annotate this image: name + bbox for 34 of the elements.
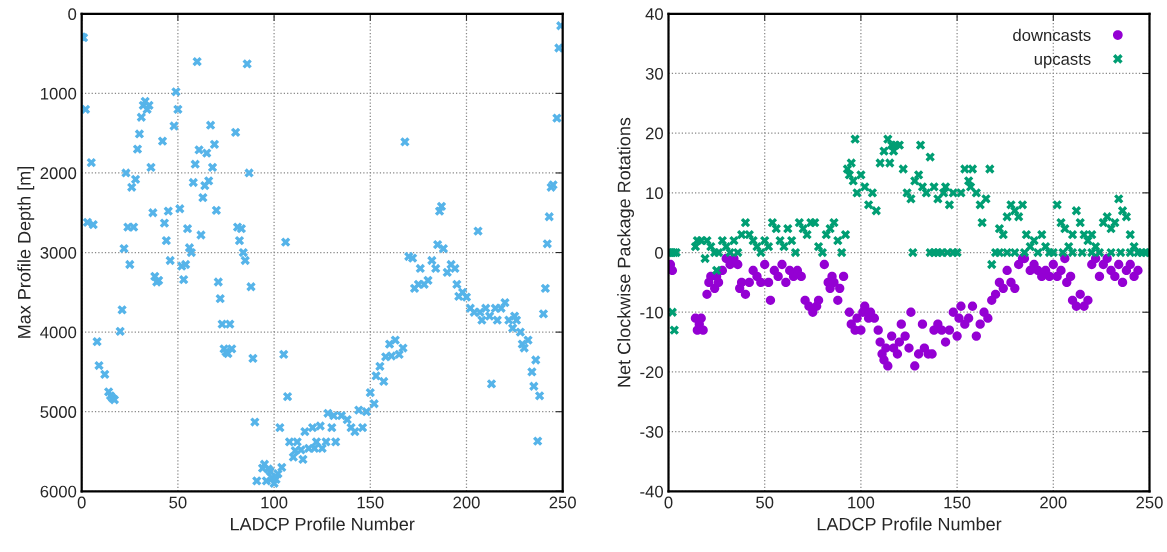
- y-tick-label: 1000: [41, 87, 77, 100]
- y-tick-label: -20: [640, 366, 663, 379]
- legend-label: downcasts: [1013, 28, 1091, 42]
- x-tick-label: 100: [848, 496, 875, 509]
- y-tick-label: 4000: [40, 326, 77, 339]
- x-tick-label: 50: [756, 496, 774, 509]
- y-tick-label: 3000: [40, 246, 77, 259]
- x-axis-title: LADCP Profile Number: [817, 517, 1002, 531]
- x-tick-label: 250: [1136, 496, 1163, 509]
- legend-label: upcasts: [1034, 53, 1091, 69]
- y-tick-label: 30: [645, 67, 663, 80]
- x-tick-label: 200: [453, 496, 480, 509]
- y-tick-label: 10: [646, 187, 663, 200]
- y-tick-label: 5000: [40, 406, 77, 418]
- x-tick-label: 200: [1040, 496, 1067, 509]
- x-tick-label: 0: [664, 496, 673, 509]
- y-tick-label: -30: [640, 426, 663, 438]
- y-tick-label: 0: [68, 8, 77, 20]
- x-axis-title: LADCP Profile Number: [231, 517, 415, 531]
- x-tick-label: 250: [549, 496, 576, 509]
- y-tick-label: 20: [645, 127, 663, 140]
- y-tick-label: 2000: [40, 167, 77, 180]
- x-tick-label: 100: [261, 496, 288, 509]
- y-tick-label: 6000: [40, 485, 77, 498]
- y-tick-label: -40: [640, 485, 663, 498]
- y-tick-label: 40: [645, 8, 663, 20]
- y-tick-label: 0: [655, 246, 663, 259]
- y-axis-title: Max Profile Depth [m]: [17, 167, 35, 338]
- x-tick-label: 0: [77, 496, 86, 509]
- x-tick-label: 50: [169, 496, 187, 509]
- y-tick-label: -10: [640, 306, 663, 319]
- y-axis-title: Net Clockwise Package Rotations: [617, 117, 634, 387]
- x-tick-label: 150: [944, 496, 971, 509]
- x-tick-label: 150: [357, 496, 384, 509]
